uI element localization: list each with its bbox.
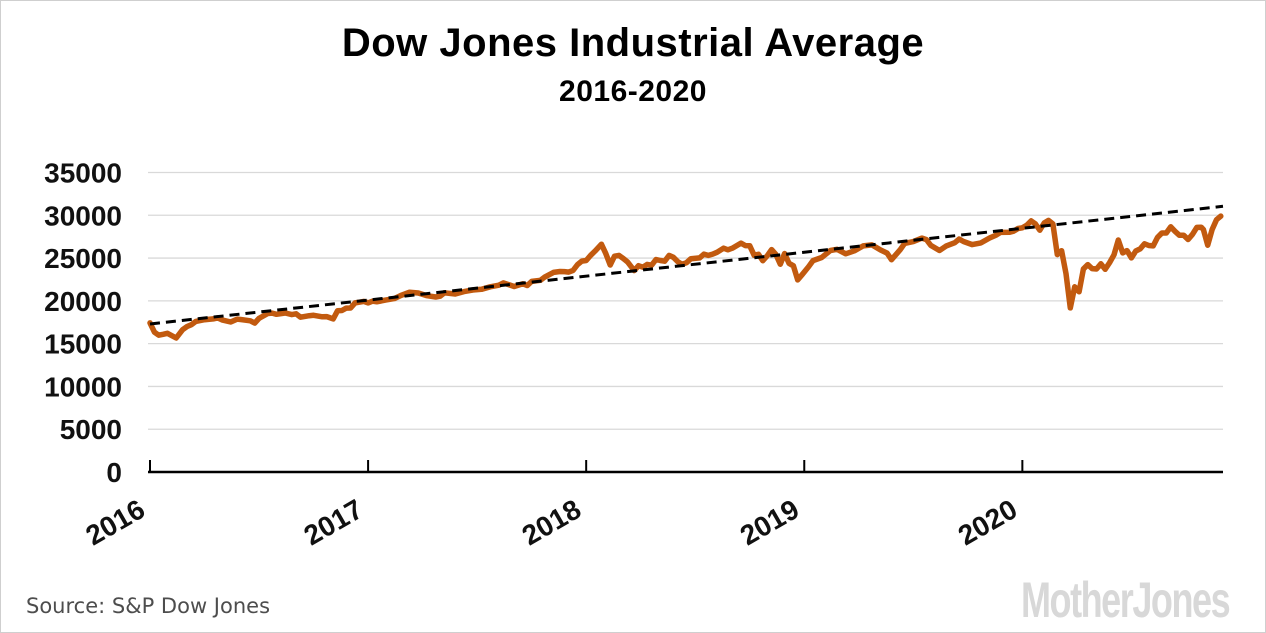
y-tick-label-5000: 5000 bbox=[60, 414, 122, 445]
source-label: Source: bbox=[26, 594, 106, 618]
source-value: S&P Dow Jones bbox=[111, 594, 271, 618]
trend-line bbox=[149, 204, 1224, 326]
chart-title: Dow Jones Industrial Average bbox=[341, 21, 925, 65]
y-tick-label-35000: 35000 bbox=[44, 158, 122, 189]
x-tick-label-2019: 2019 bbox=[735, 493, 804, 551]
x-tick-label-2017: 2017 bbox=[299, 493, 368, 551]
x-tick-label-2020: 2020 bbox=[953, 493, 1022, 551]
y-tick-label-10000: 10000 bbox=[44, 371, 122, 402]
source-note: Source: S&P Dow Jones bbox=[26, 594, 270, 618]
motherjones-logo: MotherJones bbox=[1020, 572, 1231, 628]
x-tick-label-2016: 2016 bbox=[81, 493, 150, 551]
y-tick-label-30000: 30000 bbox=[44, 200, 122, 231]
y-tick-label-20000: 20000 bbox=[44, 286, 122, 317]
y-tick-label-25000: 25000 bbox=[44, 243, 122, 274]
y-tick-label-0: 0 bbox=[106, 457, 122, 488]
chart-subtitle: 2016-2020 bbox=[559, 75, 707, 108]
x-tick-label-2018: 2018 bbox=[517, 493, 586, 551]
y-tick-label-15000: 15000 bbox=[44, 329, 122, 360]
djia-series-line bbox=[147, 213, 1224, 341]
